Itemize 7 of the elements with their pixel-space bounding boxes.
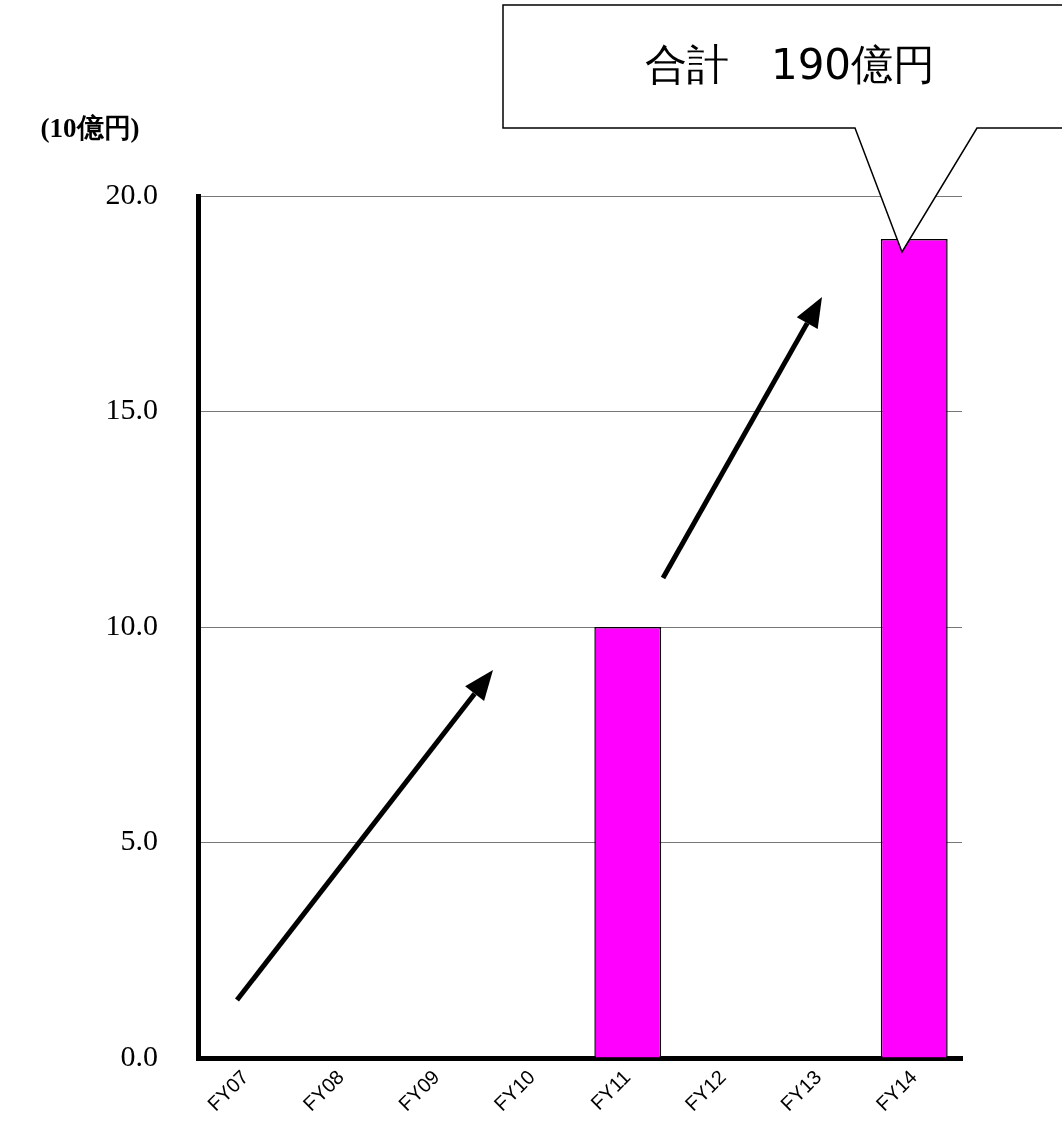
y-tick-label: 5.0 — [120, 823, 158, 857]
y-axis-title: (10億円) — [40, 112, 140, 143]
y-tick-label: 0.0 — [120, 1038, 158, 1072]
y-tick-label: 15.0 — [105, 392, 158, 426]
text: 合計 190億円 — [644, 39, 936, 89]
y-tick-label: 10.0 — [105, 607, 158, 641]
y-tick-label: 20.0 — [105, 176, 158, 210]
